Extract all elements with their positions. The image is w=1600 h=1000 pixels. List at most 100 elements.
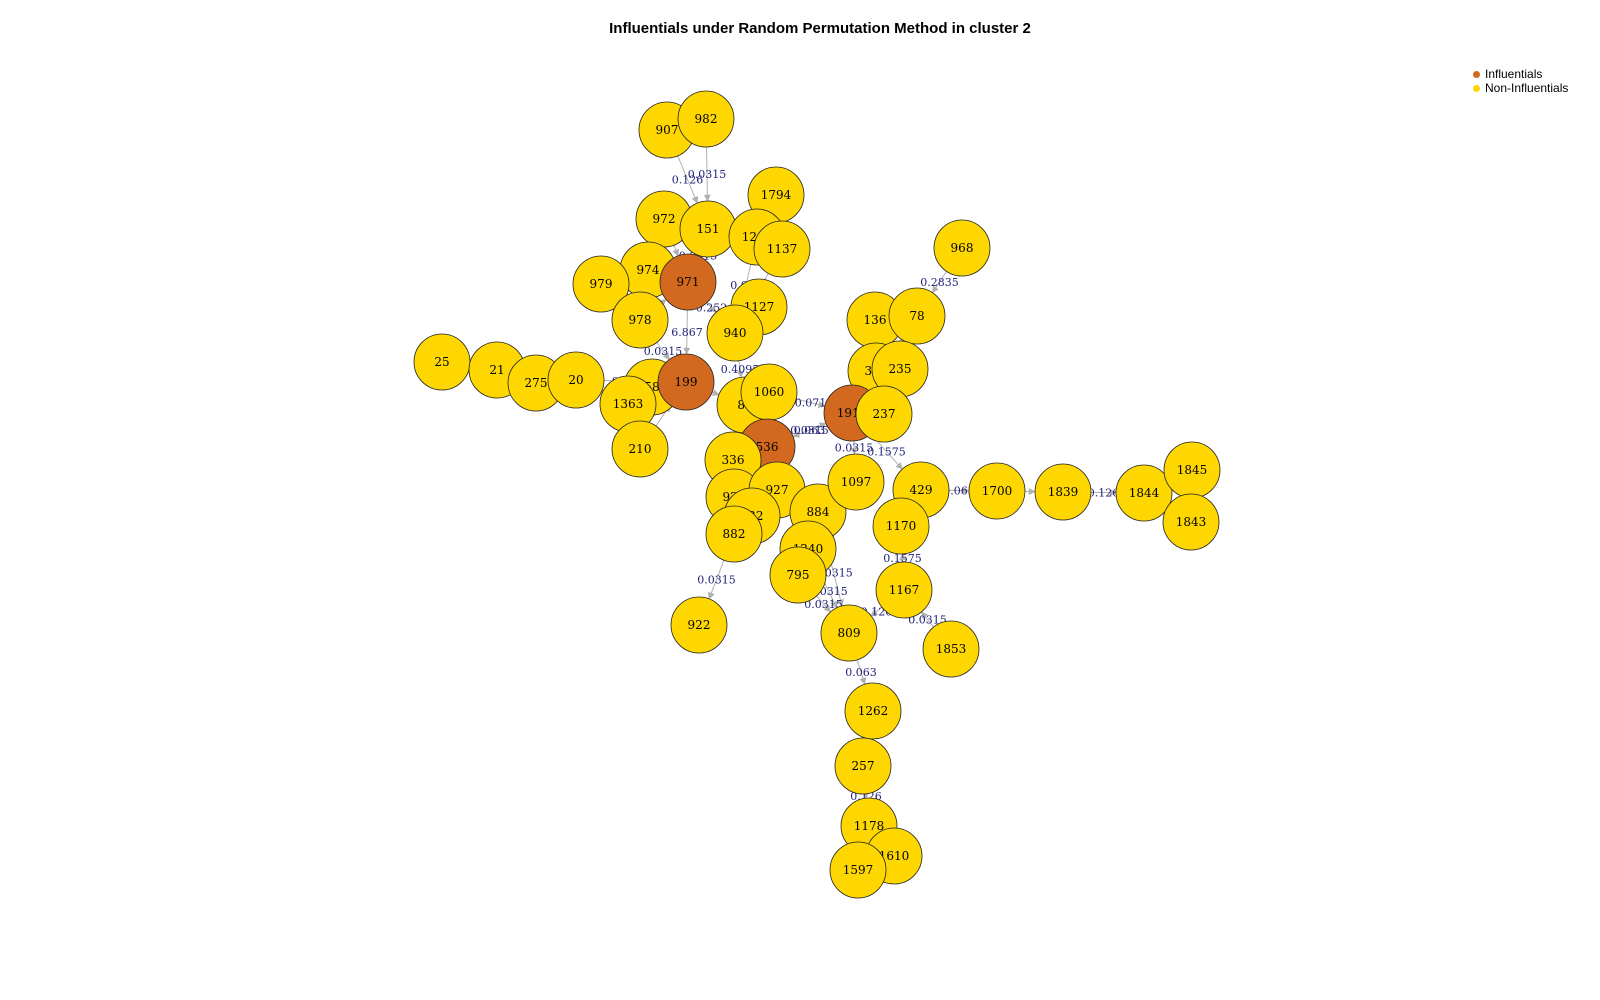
node-label: 1178 bbox=[854, 819, 885, 833]
node-label: 1610 bbox=[879, 849, 910, 863]
node-label: 257 bbox=[852, 759, 875, 773]
node-25: 25 bbox=[413, 333, 471, 391]
node-circle bbox=[1034, 463, 1092, 521]
node-982: 982 bbox=[677, 90, 735, 148]
edge-968-78 bbox=[932, 271, 947, 294]
node-label: 927 bbox=[766, 483, 789, 497]
node-199: 199 bbox=[657, 353, 715, 411]
node-1167: 1167 bbox=[875, 561, 933, 619]
node-label: 907 bbox=[656, 123, 679, 137]
node-label: 795 bbox=[787, 568, 810, 582]
edge-label: 0.2835 bbox=[920, 276, 959, 289]
node-circle bbox=[1115, 464, 1173, 522]
node-label: 1262 bbox=[858, 704, 889, 718]
legend-label-influentials: Influentials bbox=[1485, 67, 1543, 81]
legend-swatch-influentials bbox=[1473, 70, 1480, 78]
node-circle bbox=[753, 220, 811, 278]
node-1700: 1700 bbox=[968, 462, 1026, 520]
node-circle bbox=[872, 497, 930, 555]
node-label: 884 bbox=[807, 505, 830, 519]
node-label: 972 bbox=[653, 212, 676, 226]
node-label: 1363 bbox=[613, 397, 644, 411]
node-978: 978 bbox=[611, 291, 669, 349]
node-1137: 1137 bbox=[753, 220, 811, 278]
edge-982-151 bbox=[703, 146, 711, 202]
node-label: 429 bbox=[910, 483, 933, 497]
edge-label: 0.0315 bbox=[697, 574, 736, 587]
node-circle bbox=[844, 682, 902, 740]
node-1262: 1262 bbox=[844, 682, 902, 740]
node-circle bbox=[677, 90, 735, 148]
node-label: 940 bbox=[724, 326, 747, 340]
edge-label: 0.126 bbox=[1088, 487, 1120, 500]
node-1853: 1853 bbox=[922, 620, 980, 678]
node-label: 78 bbox=[909, 309, 924, 323]
node-circle bbox=[572, 255, 630, 313]
edge-971-199 bbox=[683, 309, 691, 355]
node-label: 979 bbox=[590, 277, 613, 291]
node-circle bbox=[968, 462, 1026, 520]
node-label: 974 bbox=[637, 263, 660, 277]
node-circle bbox=[769, 546, 827, 604]
node-label: 151 bbox=[697, 222, 720, 236]
edge-1911-1097 bbox=[850, 440, 858, 455]
node-label: 1845 bbox=[1177, 463, 1208, 477]
edge-795-809 bbox=[816, 595, 831, 613]
node-1843: 1843 bbox=[1162, 493, 1220, 551]
node-795: 795 bbox=[769, 546, 827, 604]
node-label: 210 bbox=[629, 442, 652, 456]
node-circle bbox=[547, 351, 605, 409]
node-circle bbox=[1162, 493, 1220, 551]
edge-882-922 bbox=[708, 559, 725, 600]
edge-label: 0.1575 bbox=[883, 552, 922, 565]
node-1097: 1097 bbox=[827, 453, 885, 511]
edge-label: 0.0315 bbox=[835, 442, 874, 455]
node-label: 1700 bbox=[982, 484, 1013, 498]
node-label: 20 bbox=[568, 373, 583, 387]
legend: Influentials Non-Influentials bbox=[1473, 67, 1568, 95]
node-circle bbox=[705, 505, 763, 563]
node-circle bbox=[706, 304, 764, 362]
node-882: 882 bbox=[705, 505, 763, 563]
node-1844: 1844 bbox=[1115, 464, 1173, 522]
node-circle bbox=[933, 219, 991, 277]
node-label: 275 bbox=[525, 376, 548, 390]
edge-label: 0.0315 bbox=[644, 345, 683, 358]
node-label: 1843 bbox=[1176, 515, 1207, 529]
node-circle bbox=[855, 385, 913, 443]
node-label: 1844 bbox=[1129, 486, 1160, 500]
legend-item-influentials: Influentials bbox=[1473, 67, 1568, 81]
edge-978-199 bbox=[656, 342, 670, 361]
node-circle bbox=[829, 841, 887, 899]
node-circle bbox=[820, 604, 878, 662]
node-210: 210 bbox=[611, 420, 669, 478]
node-circle bbox=[611, 291, 669, 349]
node-235: 235 bbox=[871, 340, 929, 398]
node-label: 1137 bbox=[767, 242, 798, 256]
node-20: 20 bbox=[547, 351, 605, 409]
node-809: 809 bbox=[820, 604, 878, 662]
node-label: 1060 bbox=[754, 385, 785, 399]
node-label: 1853 bbox=[936, 642, 967, 656]
node-151: 151 bbox=[679, 200, 737, 258]
node-1794: 1794 bbox=[747, 166, 805, 224]
edge-label: 0.063 bbox=[794, 424, 826, 437]
node-label: 971 bbox=[677, 275, 700, 289]
edge-940-83 bbox=[736, 360, 744, 378]
node-circle bbox=[834, 737, 892, 795]
node-label: 336 bbox=[722, 453, 745, 467]
legend-swatch-non-influentials bbox=[1473, 84, 1480, 92]
legend-label-non-influentials: Non-Influentials bbox=[1485, 81, 1569, 95]
edge-1911-536 bbox=[792, 422, 827, 438]
legend-item-non-influentials: Non-Influentials bbox=[1473, 81, 1568, 95]
edge-label: 6.867 bbox=[671, 326, 703, 339]
node-circle bbox=[922, 620, 980, 678]
node-label: 235 bbox=[889, 362, 912, 376]
edge-label: 0.0315 bbox=[804, 598, 843, 611]
node-circle bbox=[888, 287, 946, 345]
node-label: 199 bbox=[675, 375, 698, 389]
node-label: 809 bbox=[838, 626, 861, 640]
node-1060: 1060 bbox=[740, 363, 798, 421]
node-979: 979 bbox=[572, 255, 630, 313]
